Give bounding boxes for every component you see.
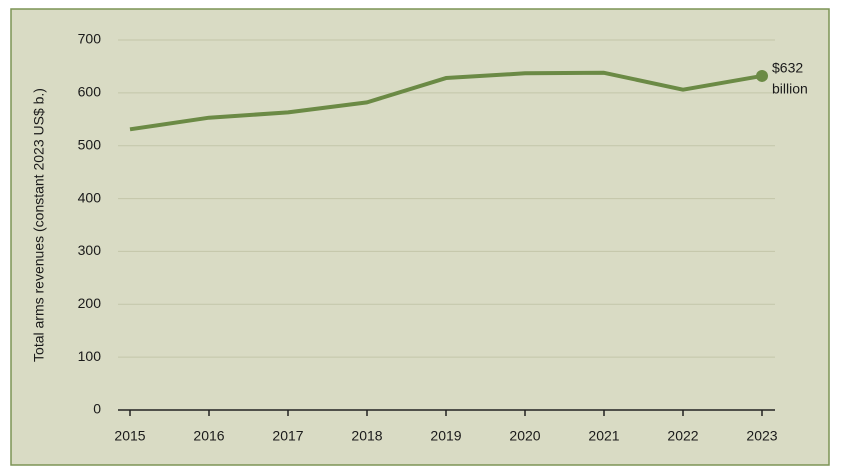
end-point xyxy=(756,69,768,82)
chart-background xyxy=(10,8,830,466)
x-tick-label: 2016 xyxy=(193,428,224,444)
x-tick-label: 2022 xyxy=(667,428,698,444)
x-tick-label: 2020 xyxy=(509,428,540,444)
y-tick-label: 100 xyxy=(78,348,102,364)
x-tick-label: 2015 xyxy=(114,428,145,444)
x-tick-label: 2018 xyxy=(351,428,382,444)
x-tick-label: 2023 xyxy=(746,428,777,444)
y-tick-label: 700 xyxy=(78,31,102,47)
x-tick-label: 2017 xyxy=(272,428,303,444)
y-tick-label: 500 xyxy=(78,136,102,152)
y-tick-label: 200 xyxy=(78,295,102,311)
y-tick-label: 600 xyxy=(78,84,102,100)
data-line xyxy=(129,70,763,132)
x-tick-label: 2019 xyxy=(430,428,461,444)
y-axis-label: Total arms revenues (constant 2023 US$ b… xyxy=(31,88,47,362)
y-tick-label: 400 xyxy=(78,189,102,205)
annotation: billion xyxy=(772,81,808,97)
y-tick-label: 300 xyxy=(78,242,102,258)
y-tick-label: 0 xyxy=(93,401,101,417)
annotation: $632 xyxy=(772,60,803,76)
x-tick-label: 2021 xyxy=(588,428,619,444)
